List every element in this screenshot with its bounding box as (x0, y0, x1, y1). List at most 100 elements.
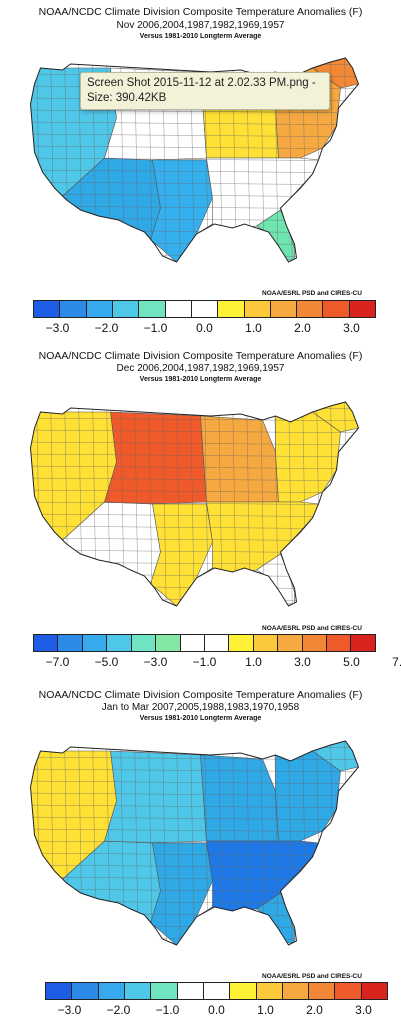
climate-region-texas (150, 503, 213, 606)
division-line (148, 741, 153, 945)
color-scale-swatch (229, 635, 254, 651)
division-line (30, 780, 359, 785)
panel-subtitle: Jan to Mar 2007,2005,1988,1983,1970,1958 (101, 702, 300, 713)
color-scale-swatch (34, 635, 59, 651)
division-line (30, 241, 359, 246)
color-scale-tick-label: −3.0 (57, 1003, 82, 1017)
division-line (21, 266, 381, 269)
color-scale-swatch (309, 983, 336, 999)
division-line (30, 145, 359, 150)
division-line (30, 804, 359, 809)
color-scale-tick-label: 3.0 (355, 1003, 372, 1017)
color-scale-swatch (244, 301, 271, 317)
data-credit: NOAA/ESRL PSD and CIRES-CU (262, 290, 362, 297)
color-scale-bar (33, 634, 376, 652)
climate-region-midwest (200, 415, 279, 503)
color-scale-swatch (86, 301, 113, 317)
division-line (30, 429, 359, 434)
climate-region-texas (150, 842, 213, 945)
division-line (21, 949, 381, 952)
division-line (30, 585, 359, 590)
division-line (358, 58, 359, 262)
color-scale-swatch (351, 635, 375, 651)
division-line (30, 453, 359, 458)
division-line (30, 121, 359, 126)
color-scale-swatch (72, 983, 99, 999)
color-scale-swatch (98, 983, 125, 999)
color-scale-tick-label: 3.0 (294, 655, 311, 669)
data-credit: NOAA/ESRL PSD and CIRES-CU (262, 625, 362, 632)
us-anomaly-map (21, 740, 381, 952)
division-line (288, 402, 293, 606)
division-line (30, 792, 359, 797)
color-scale-swatch (82, 635, 108, 651)
color-scale-swatch (112, 301, 140, 317)
division-line (30, 477, 359, 482)
panel-dec: NOAA/NCDC Climate Division Composite Tem… (0, 342, 401, 682)
division-line (30, 756, 359, 761)
tooltip-filename: Screen Shot 2015-11-12 at 2.02.33 PM.png… (87, 77, 316, 89)
division-line (30, 816, 359, 821)
color-scale-swatch (218, 301, 245, 317)
color-scale-swatch (323, 301, 350, 317)
color-scale-swatch (58, 635, 83, 651)
color-scale-swatch (34, 301, 61, 317)
color-scale-ticks: −3.0 −2.0 −1.0 0.0 1.0 2.0 3.0 (33, 321, 376, 335)
panel-jan-mar: NOAA/NCDC Climate Division Composite Tem… (0, 683, 401, 1020)
color-scale-ticks: −3.0 −2.0 −1.0 0.0 1.0 2.0 3.0 (45, 1003, 388, 1017)
color-scale-swatch (327, 635, 352, 651)
division-line (30, 109, 359, 114)
color-scale-tick-label: 0.0 (208, 1003, 225, 1017)
panel-baseline: Versus 1981-2010 Longterm Average (139, 715, 262, 722)
panel-baseline: Versus 1981-2010 Longterm Average (139, 376, 262, 383)
color-scale-swatch (282, 983, 310, 999)
division-line (30, 597, 359, 602)
color-scale-tick-label: 7.0 (392, 655, 401, 669)
color-scale-swatch (124, 983, 152, 999)
color-scale-tick-label: −2.0 (106, 1003, 131, 1017)
division-line (30, 828, 359, 833)
climate-region-texas (150, 159, 213, 262)
panel-nov: NOAA/NCDC Climate Division Composite Tem… (0, 0, 401, 345)
data-credit: NOAA/ESRL PSD and CIRES-CU (262, 973, 362, 980)
division-line (358, 402, 359, 606)
panel-title: NOAA/NCDC Climate Division Composite Tem… (38, 350, 363, 362)
color-scale-ticks: −7.0 −5.0 −3.0 −1.0 1.0 3.0 5.0 7.0 (33, 655, 401, 669)
color-scale-swatch (230, 983, 257, 999)
panel-subtitle: Dec 2006,2004,1987,1982,1969,1957 (116, 363, 285, 374)
us-outline (29, 740, 360, 946)
division-line (162, 741, 167, 945)
division-line (30, 936, 359, 941)
color-scale-swatch (253, 635, 279, 651)
division-line (288, 741, 293, 945)
climate-region-northeast (275, 411, 341, 503)
color-scale-swatch (156, 635, 181, 651)
division-line (176, 741, 181, 945)
division-line (358, 741, 359, 945)
color-scale-swatch (203, 983, 231, 999)
division-line (30, 924, 359, 929)
color-scale-tick-label: −1.0 (155, 1003, 180, 1017)
color-scale-tick-label: 0.0 (196, 321, 213, 335)
division-line (30, 417, 359, 422)
color-scale-swatch (204, 635, 230, 651)
color-scale-swatch (349, 301, 376, 317)
division-line (162, 402, 167, 606)
division-line (274, 741, 279, 945)
division-line (176, 402, 181, 606)
division-line (30, 253, 359, 258)
color-scale-bar (33, 300, 376, 318)
color-scale-swatch (191, 301, 219, 317)
color-scale-tick-label: −1.0 (143, 321, 168, 335)
color-scale-tick-label: −3.0 (45, 321, 70, 335)
division-line (30, 465, 359, 470)
color-scale-swatch (256, 983, 283, 999)
color-scale-tick-label: 1.0 (257, 1003, 274, 1017)
panel-title: NOAA/NCDC Climate Division Composite Tem… (38, 6, 363, 18)
color-scale-swatch (60, 301, 87, 317)
color-scale-tick-label: 5.0 (343, 655, 360, 669)
color-scale-swatch (302, 635, 328, 651)
division-line (30, 133, 359, 138)
panel-baseline: Versus 1981-2010 Longterm Average (139, 33, 262, 40)
color-scale-bar (45, 982, 388, 1000)
